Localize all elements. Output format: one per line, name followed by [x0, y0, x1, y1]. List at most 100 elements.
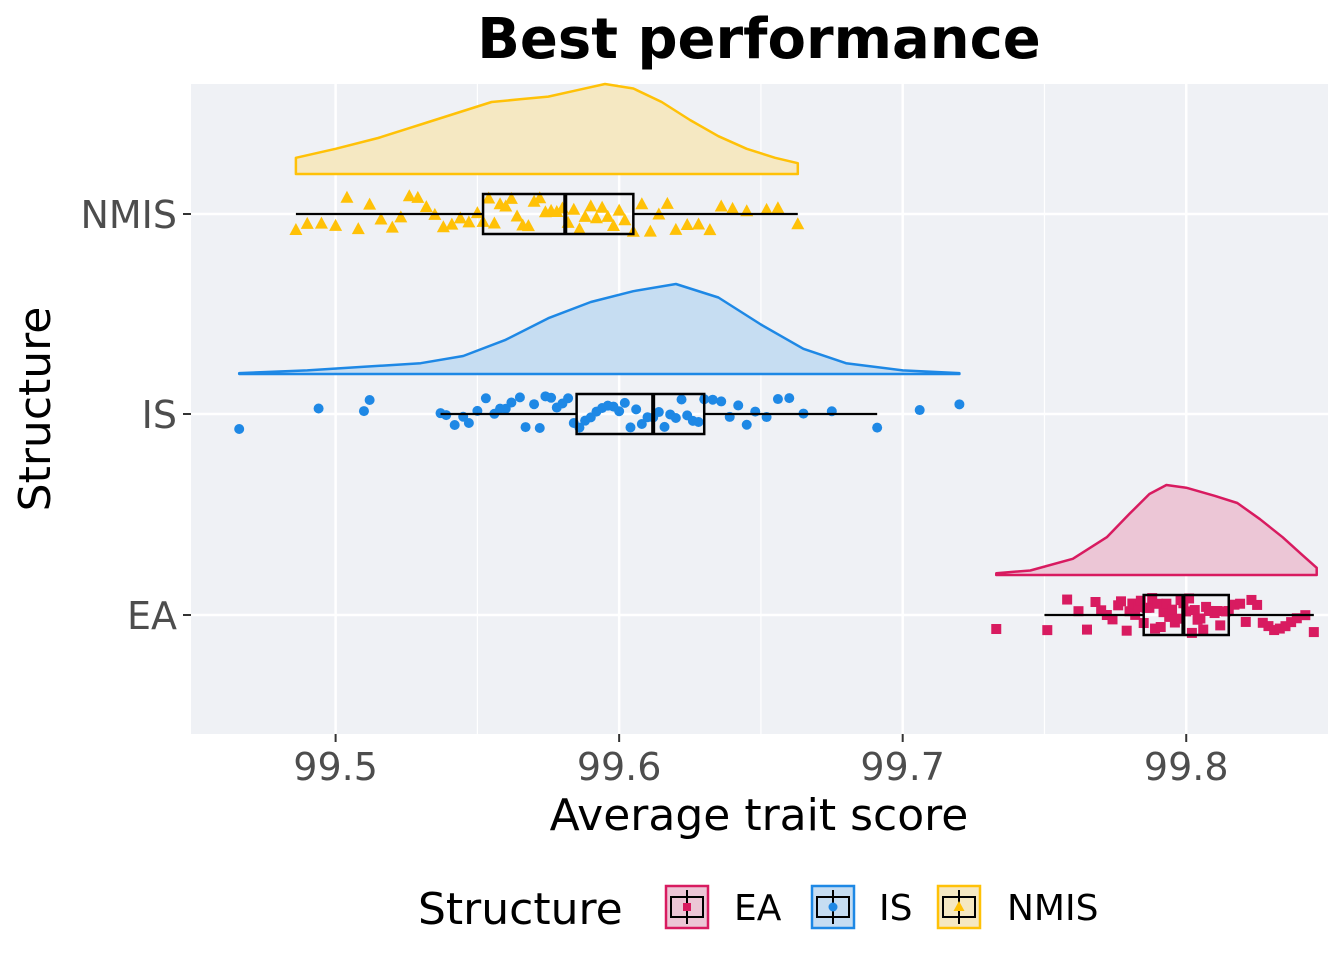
box-is	[575, 392, 706, 436]
point-nmis	[584, 199, 598, 212]
legend-key-marker	[683, 903, 691, 911]
point-ea	[1215, 620, 1226, 631]
chart-title: Best performance	[477, 7, 1041, 72]
point-ea	[1246, 594, 1257, 605]
point-is	[670, 413, 681, 424]
legend-key-box	[816, 896, 850, 918]
point-is	[563, 393, 574, 404]
point-nmis	[606, 219, 620, 232]
point-is	[659, 421, 670, 432]
point-ea	[1269, 625, 1280, 636]
point-nmis	[462, 215, 476, 228]
legend-key-marker	[953, 901, 965, 911]
y-axis-title: Structure	[10, 307, 61, 512]
point-nmis	[703, 223, 717, 236]
point-nmis	[680, 218, 694, 231]
point-nmis	[669, 222, 683, 235]
point-nmis	[419, 200, 433, 213]
y-tick-label: NMIS	[80, 193, 177, 237]
point-is	[619, 397, 630, 408]
legend-key-box	[942, 896, 976, 918]
point-ea	[1164, 611, 1175, 622]
point-nmis	[470, 206, 484, 219]
x-tick-label: 99.6	[577, 745, 662, 789]
point-nmis	[394, 210, 408, 223]
point-is	[741, 419, 752, 430]
legend-item-is: IS	[810, 884, 912, 930]
legend-key-box	[670, 896, 704, 918]
point-ea	[1252, 599, 1263, 610]
point-is	[449, 419, 460, 430]
point-is	[480, 393, 491, 404]
point-is	[506, 397, 517, 408]
point-nmis	[595, 200, 609, 213]
point-ea	[1090, 597, 1101, 608]
y-axis: EA IS NMIS	[80, 193, 191, 638]
point-ea	[1073, 606, 1084, 617]
point-ea	[1291, 613, 1302, 624]
point-ea	[1121, 625, 1132, 636]
point-ea	[1280, 621, 1291, 632]
point-ea	[1135, 595, 1146, 606]
point-nmis	[314, 216, 328, 229]
point-ea	[1155, 622, 1166, 633]
point-is	[636, 419, 647, 430]
point-nmis	[351, 222, 365, 235]
x-tick-label: 99.7	[860, 745, 945, 789]
point-is	[784, 393, 795, 404]
point-nmis	[618, 213, 632, 226]
point-ea	[1062, 594, 1073, 605]
legend-item-ea: EA	[664, 884, 782, 930]
point-ea	[1127, 598, 1138, 609]
point-ea	[1263, 621, 1274, 632]
density-clouds	[237, 82, 1318, 577]
point-is	[529, 399, 540, 410]
point-nmis	[589, 211, 603, 224]
point-ea	[1229, 599, 1240, 610]
point-nmis	[578, 209, 592, 222]
jitter-points	[234, 189, 1319, 638]
point-is	[520, 422, 531, 433]
point-ea	[1158, 607, 1169, 618]
point-nmis	[760, 202, 774, 215]
y-tick-label: EA	[127, 594, 177, 638]
point-ea	[1186, 627, 1197, 638]
point-nmis	[499, 199, 513, 212]
point-ea	[1257, 617, 1268, 628]
legend-key-marker	[828, 902, 838, 912]
point-ea	[1167, 604, 1178, 615]
point-ea	[1308, 627, 1319, 638]
point-ea	[1181, 606, 1192, 617]
point-is	[733, 400, 744, 411]
point-ea	[1081, 624, 1092, 635]
point-ea	[1116, 596, 1127, 607]
point-is	[364, 395, 375, 406]
point-ea	[1274, 623, 1285, 634]
point-is	[358, 406, 369, 417]
legend-label: NMIS	[1007, 888, 1098, 929]
point-is	[693, 416, 704, 427]
point-ea	[1152, 598, 1163, 609]
point-nmis	[385, 220, 399, 233]
point-ea	[1189, 605, 1200, 616]
legend-label: IS	[879, 888, 912, 929]
point-is	[954, 399, 965, 410]
point-ea	[1124, 606, 1135, 617]
point-is	[716, 396, 727, 407]
point-is	[534, 422, 545, 433]
legend: Structure EA IS NMIS	[418, 884, 1098, 935]
point-nmis	[533, 191, 547, 204]
point-ea	[1144, 602, 1155, 613]
x-tick-label: 99.8	[1144, 745, 1229, 789]
point-is	[707, 394, 718, 405]
point-ea	[1184, 593, 1195, 604]
point-is	[872, 422, 883, 433]
point-nmis	[521, 219, 535, 232]
point-ea	[1240, 616, 1251, 627]
point-nmis	[714, 199, 728, 212]
x-axis-title: Average trait score	[550, 790, 969, 841]
point-ea	[1235, 598, 1246, 609]
point-ea	[1212, 605, 1223, 616]
point-nmis	[340, 190, 354, 203]
